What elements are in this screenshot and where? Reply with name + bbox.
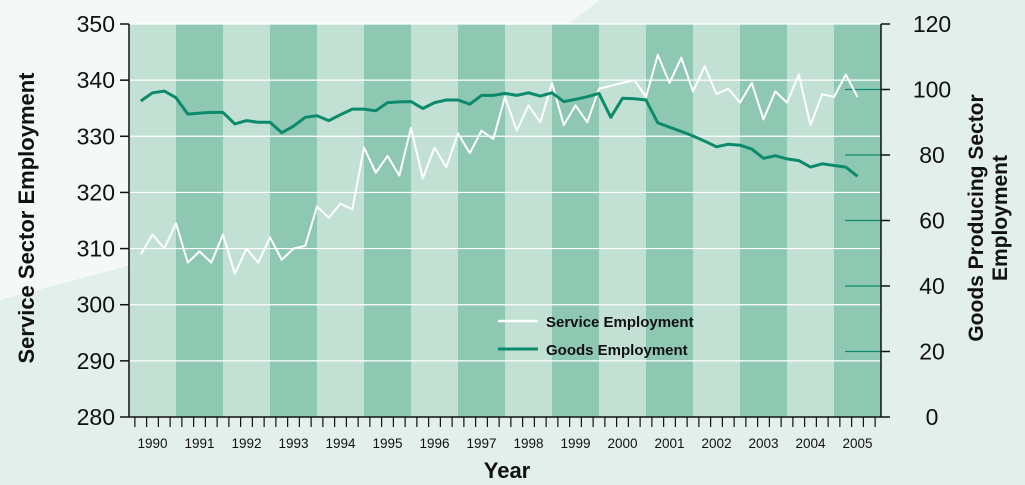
legend-label-goods: Goods Employment — [546, 342, 688, 359]
x-tick-label-1996: 1996 — [419, 436, 449, 451]
year-band-1992 — [223, 24, 270, 417]
left-gridlines — [129, 23, 881, 362]
year-band-1998 — [505, 24, 552, 417]
x-tick-label-1999: 1999 — [560, 436, 590, 451]
tick-labels: 280 290 300 310 320 330 340 350 0 20 40 60 80 100 120 1… — [77, 11, 952, 451]
x-tick-label-1995: 1995 — [372, 436, 402, 451]
legend-label-service: Service Employment — [546, 314, 694, 331]
x-tick-label-1990: 1990 — [137, 436, 167, 451]
year-band-1997 — [458, 24, 505, 417]
x-tick-label-2000: 2000 — [607, 436, 637, 451]
year-band-1999 — [552, 24, 599, 417]
right-tick-label-60: 60 — [919, 208, 945, 234]
x-tick-label-1997: 1997 — [466, 436, 496, 451]
axes — [120, 23, 890, 427]
right-axis-label-line-1: Goods Producing Sector — [965, 94, 988, 341]
legend: Service Employment Goods Employment — [498, 314, 694, 359]
x-axis-label: Year — [484, 458, 531, 483]
x-tick-label-2004: 2004 — [795, 436, 826, 451]
year-band-2003 — [740, 24, 787, 417]
year-band-2002 — [693, 24, 740, 417]
series-line-goods-employment — [139, 89, 859, 178]
x-tick-label-2003: 2003 — [748, 436, 778, 451]
left-tick-label-330: 330 — [77, 123, 115, 149]
year-band-1991 — [176, 24, 223, 417]
left-tick-label-280: 280 — [77, 404, 115, 430]
year-band-1994 — [317, 24, 364, 417]
right-tick-label-40: 40 — [919, 273, 945, 299]
left-tick-label-310: 310 — [77, 236, 115, 262]
x-tick-label-2001: 2001 — [654, 436, 684, 451]
right-tick-label-120: 120 — [913, 11, 951, 37]
year-band-2004 — [787, 24, 834, 417]
x-tick-label-1994: 1994 — [325, 436, 356, 451]
year-band-1996 — [411, 24, 458, 417]
year-band-2000 — [599, 24, 646, 417]
left-axis-label: Service Sector Employment — [14, 72, 39, 364]
x-tick-label-1993: 1993 — [278, 436, 308, 451]
year-bands — [129, 24, 881, 417]
left-tick-label-300: 300 — [77, 292, 115, 318]
year-band-1993 — [270, 24, 317, 417]
right-tick-label-80: 80 — [919, 142, 945, 168]
x-tick-label-1998: 1998 — [513, 436, 543, 451]
left-tick-label-350: 350 — [77, 11, 115, 37]
year-band-1990 — [129, 24, 176, 417]
x-tick-label-2002: 2002 — [701, 436, 731, 451]
year-band-1995 — [364, 24, 411, 417]
right-axis-label-line-2: Employment — [989, 155, 1012, 281]
right-gridlines — [845, 88, 881, 353]
right-tick-label-100: 100 — [913, 77, 951, 103]
left-tick-label-320: 320 — [77, 179, 115, 205]
x-tick-label-1992: 1992 — [231, 436, 261, 451]
series-lines — [139, 53, 859, 275]
series-line-service-employment — [139, 53, 859, 275]
right-tick-label-20: 20 — [919, 339, 945, 365]
left-tick-label-340: 340 — [77, 67, 115, 93]
left-tick-label-290: 290 — [77, 348, 115, 374]
x-tick-label-2005: 2005 — [842, 436, 872, 451]
year-band-2001 — [646, 24, 693, 417]
right-tick-label-0: 0 — [926, 404, 939, 430]
x-tick-label-1991: 1991 — [184, 436, 214, 451]
